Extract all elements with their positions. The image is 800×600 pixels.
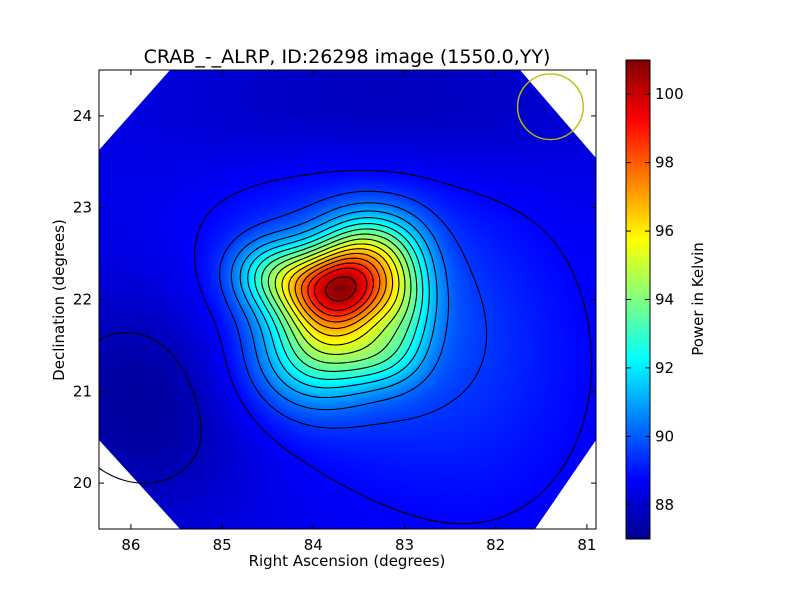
y-axis-label: Declination (degrees) [50,219,68,381]
contour-level-4 [239,210,438,399]
colorbar-tick-label: 94 [655,291,674,309]
y-tick-label: 20 [73,474,92,492]
chart-title: CRAB_-_ALRP, ID:26298 image (1550.0,YY) [144,46,551,68]
contour-level-2 [219,190,488,429]
colorbar-tick-label: 100 [655,85,684,103]
contour-level-16 [325,276,357,302]
contour-lines [99,169,593,525]
contour-level-8 [267,233,412,364]
contour-level-10 [281,243,400,346]
heatmap-image [99,70,596,529]
colorbar: 88 90 92 94 96 98 100 Power in Kelvin [625,59,707,540]
colorbar-tick-label: 98 [655,154,674,172]
contour-level-12 [294,252,387,329]
x-axis-label: Right Ascension (degrees) [249,552,446,570]
contour-level-0 [99,331,202,484]
colorbar-ticks: 88 90 92 94 96 98 100 [626,85,684,514]
x-axis-ticks: 86 85 84 83 82 81 [121,70,596,554]
colorbar-tick-label: 96 [655,222,674,240]
y-axis-ticks: 20 21 22 23 24 [73,107,596,492]
y-tick-label: 23 [73,199,92,217]
contour-level-13 [300,257,381,323]
colorbar-tick-label: 90 [655,427,674,445]
contour-level-7 [261,228,418,372]
x-tick-label: 84 [304,536,323,554]
contour-level-11 [288,248,394,337]
x-tick-label: 82 [486,536,505,554]
contour-level-6 [254,222,424,380]
colorbar-tick-label: 92 [655,359,674,377]
colorbar-tick-label: 88 [655,496,674,514]
x-tick-label: 83 [395,536,414,554]
colorbar-label: Power in Kelvin [689,242,707,356]
contour-level-5 [247,217,430,389]
x-tick-label: 86 [121,536,140,554]
contour-level-3 [230,202,450,411]
contour-level-15 [313,267,368,311]
plot-area: 86 85 84 83 82 81 20 21 22 23 24 [73,69,597,554]
contour-level-1 [194,169,593,525]
x-tick-label: 81 [577,536,596,554]
contour-level-14 [307,262,374,317]
contour-level-9 [274,238,406,355]
beam-circle [516,73,584,141]
y-tick-label: 21 [73,382,92,400]
y-tick-label: 22 [73,291,92,309]
y-tick-label: 24 [73,107,92,125]
x-tick-label: 85 [213,536,232,554]
